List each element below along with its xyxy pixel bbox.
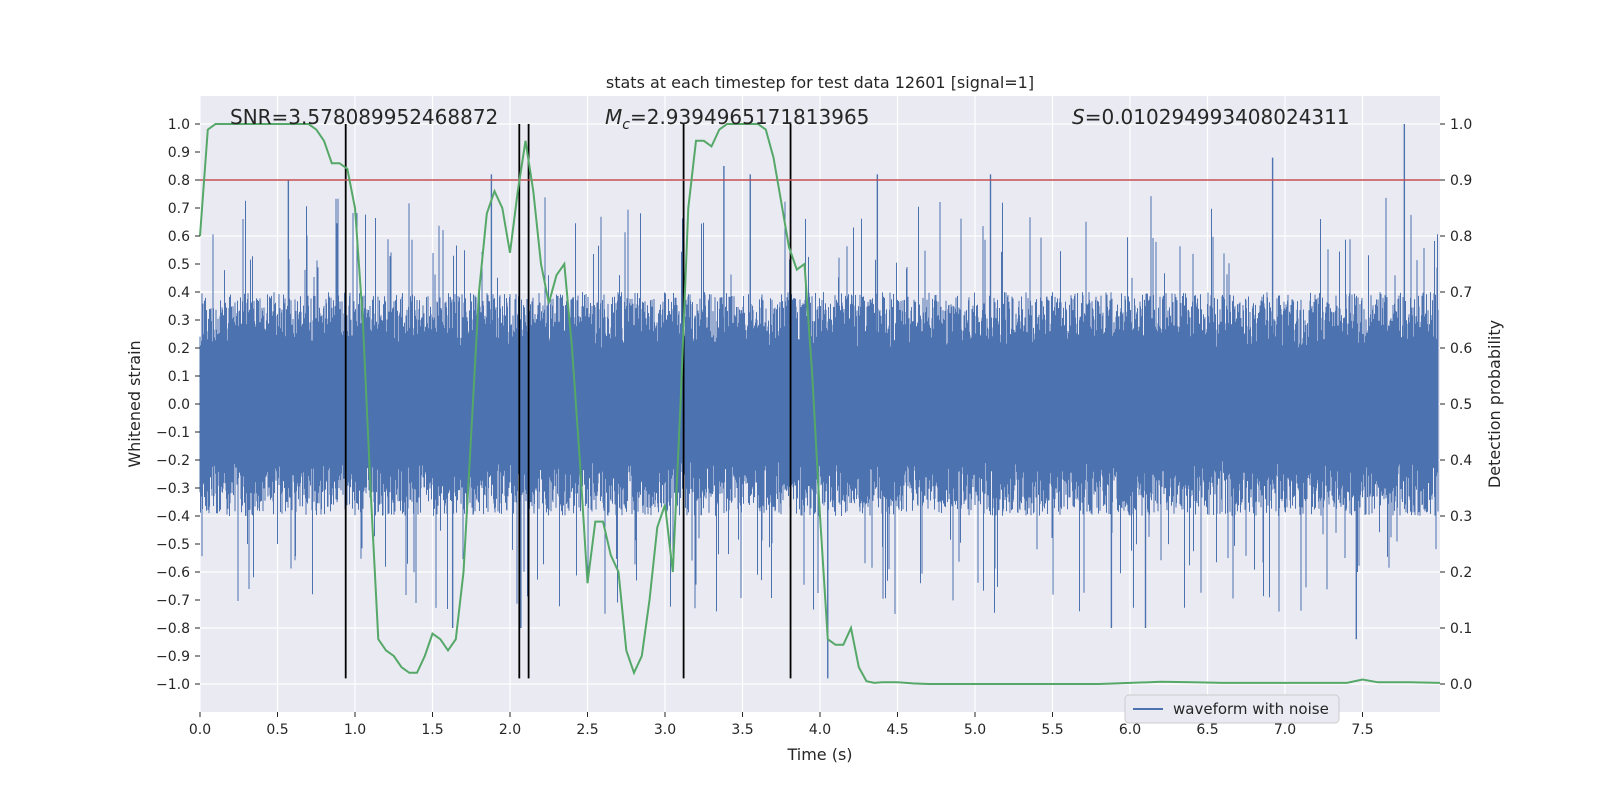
legend-box <box>1124 694 1340 724</box>
y-tick-label: 0.9 <box>168 145 190 161</box>
s-symbol: S <box>1072 105 1085 129</box>
y-tick-label: −0.9 <box>156 649 190 665</box>
x-tick-label: 6.5 <box>1196 722 1218 738</box>
y-ticks: 1.0 0.9 0.8 0.7 0.6 0.5 0.4 0.3 0.2 0.1 0.0 −0.1 −0.… <box>156 117 200 693</box>
y-tick-label: 0.2 <box>168 341 190 357</box>
mc-value: =2.9394965171813965 <box>630 105 869 129</box>
y-tick-label: −0.6 <box>156 565 190 581</box>
y2-tick-label: 1.0 <box>1450 117 1472 133</box>
chirp-mass-annotation: Mc=2.9394965171813965 <box>605 105 869 133</box>
event-markers <box>344 124 792 679</box>
x-tick-label: 5.0 <box>964 722 986 738</box>
y-tick-label: −1.0 <box>156 677 190 693</box>
y-tick-label: −0.1 <box>156 425 190 441</box>
y-tick-label: −0.7 <box>156 593 190 609</box>
y2-ticks: 1.0 0.9 0.8 0.7 0.6 0.5 0.4 0.3 0.2 0.1 0.0 <box>1440 117 1472 693</box>
x-tick-label: 4.0 <box>809 722 831 738</box>
y2-tick-label: 0.3 <box>1450 509 1472 525</box>
y-tick-label: −0.5 <box>156 537 190 553</box>
y2-tick-label: 0.0 <box>1450 677 1472 693</box>
legend: waveform with noise <box>1124 694 1340 724</box>
y2-tick-label: 0.9 <box>1450 173 1472 189</box>
y-tick-label: −0.4 <box>156 509 190 525</box>
y2-tick-label: 0.7 <box>1450 285 1472 301</box>
series-detection-probability <box>199 123 1441 685</box>
s-annotation: S=0.010294993408024311 <box>1072 105 1350 129</box>
x-tick-label: 0.5 <box>266 722 288 738</box>
x-tick-label: 1.5 <box>421 722 443 738</box>
y2-tick-label: 0.8 <box>1450 229 1472 245</box>
x-tick-label: 6.0 <box>1119 722 1141 738</box>
y-axis-label: Whitened strain <box>125 340 144 467</box>
y-tick-label: 0.5 <box>168 257 190 273</box>
x-tick-label: 7.5 <box>1351 722 1373 738</box>
y-tick-label: −0.8 <box>156 621 190 637</box>
y2-tick-label: 0.6 <box>1450 341 1472 357</box>
y-tick-label: 0.1 <box>168 369 190 385</box>
y-tick-label: 0.3 <box>168 313 190 329</box>
x-tick-label: 4.5 <box>886 722 908 738</box>
y-tick-label: 0.6 <box>168 229 190 245</box>
y-tick-label: −0.3 <box>156 481 190 497</box>
y-tick-label: 0.8 <box>168 173 190 189</box>
x-tick-label: 7.0 <box>1274 722 1296 738</box>
s-value: =0.010294993408024311 <box>1085 105 1350 129</box>
y2-tick-label: 0.5 <box>1450 397 1472 413</box>
x-tick-label: 0.0 <box>189 722 211 738</box>
x-tick-label: 2.5 <box>576 722 598 738</box>
x-tick-label: 3.5 <box>731 722 753 738</box>
x-axis-label: Time (s) <box>786 745 852 764</box>
legend-label: waveform with noise <box>1173 700 1329 718</box>
y-tick-label: 0.4 <box>168 285 190 301</box>
x-tick-label: 5.5 <box>1041 722 1063 738</box>
chart-title: stats at each timestep for test data 126… <box>606 73 1034 92</box>
y2-tick-label: 0.2 <box>1450 565 1472 581</box>
y2-tick-label: 0.1 <box>1450 621 1472 637</box>
mc-symbol: M <box>605 105 622 129</box>
y-tick-label: 1.0 <box>168 117 190 133</box>
mc-subscript: c <box>622 117 630 133</box>
x-tick-label: 2.0 <box>499 722 521 738</box>
x-tick-label: 1.0 <box>344 722 366 738</box>
y-tick-label: 0.7 <box>168 201 190 217</box>
snr-annotation: SNR=3.578089952468872 <box>230 105 498 129</box>
y-tick-label: 0.0 <box>168 397 190 413</box>
y2-axis-label: Detection probability <box>1485 320 1504 488</box>
y-tick-label: −0.2 <box>156 453 190 469</box>
x-tick-label: 3.0 <box>654 722 676 738</box>
y2-tick-label: 0.4 <box>1450 453 1472 469</box>
x-ticks: 0.0 0.5 1.0 1.5 2.0 2.5 3.0 3.5 4.0 4.5 5.0 5.5 6.0 6… <box>189 712 1374 738</box>
